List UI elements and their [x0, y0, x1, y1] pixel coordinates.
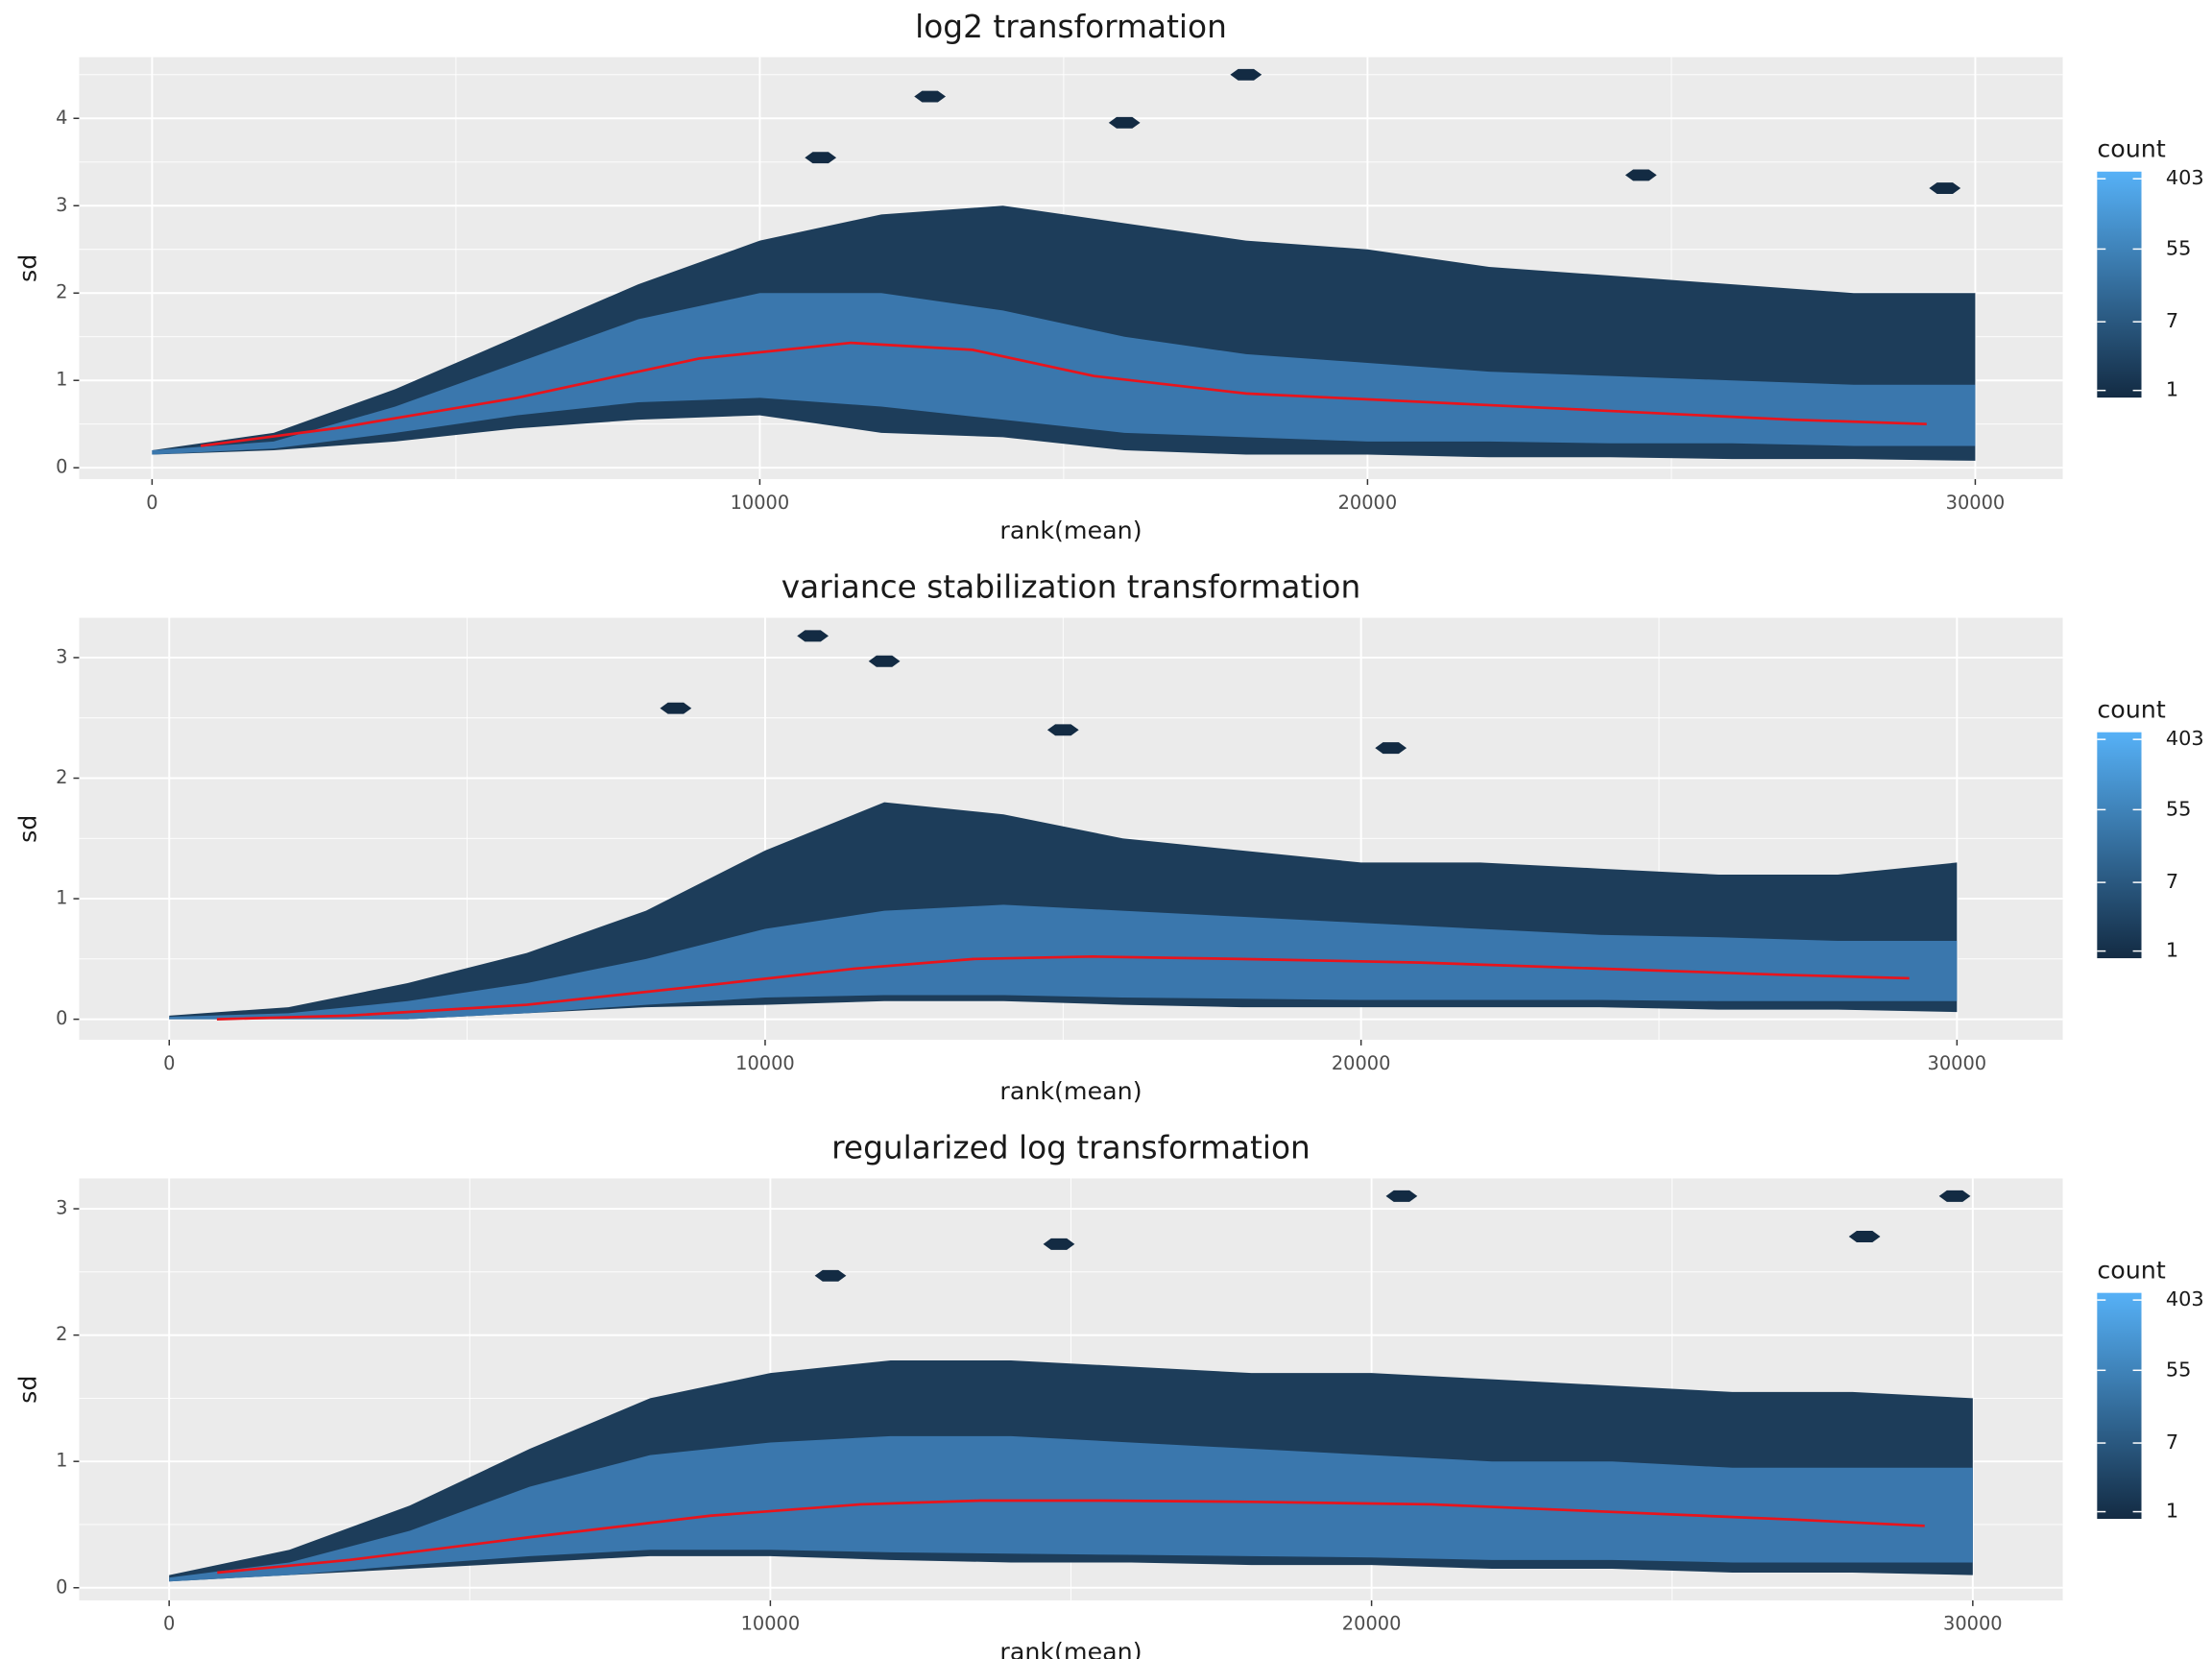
- hex-cell: [1046, 724, 1079, 736]
- hex-cell: [1385, 1190, 1418, 1202]
- color-bar: [2097, 732, 2142, 959]
- hex-cell: [1929, 182, 1961, 195]
- y-axis-label: sd: [12, 1376, 41, 1404]
- legend-tick-label: 1: [2166, 1500, 2178, 1523]
- legend-tick-label: 55: [2166, 797, 2192, 820]
- legend-tick-label: 7: [2166, 309, 2178, 332]
- legend-tick-label: 403: [2166, 727, 2204, 750]
- y-tick-label: 2: [56, 766, 67, 788]
- legend-title: count: [2097, 694, 2165, 723]
- hex-cell: [660, 702, 692, 714]
- hex-cell: [805, 152, 837, 164]
- x-tick-label: 20000: [1332, 1052, 1391, 1074]
- x-axis-label: rank(mean): [999, 516, 1142, 544]
- legend-title: count: [2097, 1255, 2165, 1284]
- color-bar: [2097, 1292, 2142, 1520]
- legend-tick-label: 1: [2166, 378, 2178, 401]
- y-tick-label: 3: [56, 645, 67, 667]
- hex-cell: [1043, 1238, 1075, 1250]
- chart-title: log2 transformation: [915, 9, 1227, 45]
- hex-cell: [1938, 1190, 1971, 1202]
- hex-cell: [814, 1269, 847, 1282]
- x-axis-label: rank(mean): [999, 1637, 1142, 1659]
- density-band: [169, 904, 1958, 1020]
- y-tick-label: 1: [56, 369, 67, 391]
- x-tick-label: 30000: [1946, 492, 2006, 514]
- hex-cell: [868, 655, 901, 667]
- y-tick-label: 0: [56, 456, 67, 478]
- x-tick-label: 30000: [1928, 1052, 1987, 1074]
- y-tick-label: 0: [56, 1007, 67, 1029]
- hex-cell: [1624, 169, 1657, 181]
- x-tick-label: 0: [163, 1613, 175, 1635]
- y-tick-label: 2: [56, 1323, 67, 1345]
- x-tick-label: 30000: [1943, 1613, 2003, 1635]
- legend-tick-label: 403: [2166, 166, 2204, 189]
- legend-title: count: [2097, 133, 2165, 162]
- hex-cell: [797, 630, 830, 642]
- hex-cell: [1848, 1231, 1881, 1242]
- density-band: [152, 293, 1976, 455]
- x-tick-label: 0: [146, 492, 157, 514]
- y-tick-label: 4: [56, 107, 67, 129]
- legend-tick-label: 7: [2166, 1431, 2178, 1454]
- hex-cell: [1375, 742, 1407, 755]
- y-tick-label: 1: [56, 1450, 67, 1472]
- x-tick-label: 10000: [741, 1613, 801, 1635]
- y-axis-label: sd: [12, 254, 41, 282]
- y-tick-label: 0: [56, 1575, 67, 1598]
- trend-line: [200, 341, 1927, 447]
- y-tick-label: 2: [56, 281, 67, 303]
- legend-tick-label: 403: [2166, 1287, 2204, 1310]
- x-axis-label: rank(mean): [999, 1076, 1142, 1105]
- legend-tick-label: 1: [2166, 939, 2178, 962]
- x-tick-label: 20000: [1342, 1613, 1402, 1635]
- x-tick-label: 10000: [731, 492, 790, 514]
- x-tick-label: 10000: [735, 1052, 795, 1074]
- hex-cell: [914, 90, 947, 103]
- chart-title: variance stabilization transformation: [781, 569, 1361, 606]
- legend-tick-label: 55: [2166, 236, 2192, 259]
- trend-line: [216, 955, 1910, 1021]
- hex-cell: [1230, 68, 1262, 81]
- y-tick-label: 3: [56, 194, 67, 216]
- x-tick-label: 20000: [1338, 492, 1398, 514]
- legend-tick-label: 55: [2166, 1358, 2192, 1381]
- y-axis-label: sd: [12, 815, 41, 843]
- density-band: [169, 1435, 1973, 1582]
- chart-title: regularized log transformation: [831, 1130, 1310, 1166]
- color-bar: [2097, 171, 2142, 398]
- x-tick-label: 0: [163, 1052, 175, 1074]
- legend-tick-label: 7: [2166, 870, 2178, 893]
- hex-cell: [1108, 116, 1141, 129]
- y-tick-label: 1: [56, 887, 67, 909]
- y-tick-label: 3: [56, 1197, 67, 1219]
- trend-line: [217, 1499, 1925, 1575]
